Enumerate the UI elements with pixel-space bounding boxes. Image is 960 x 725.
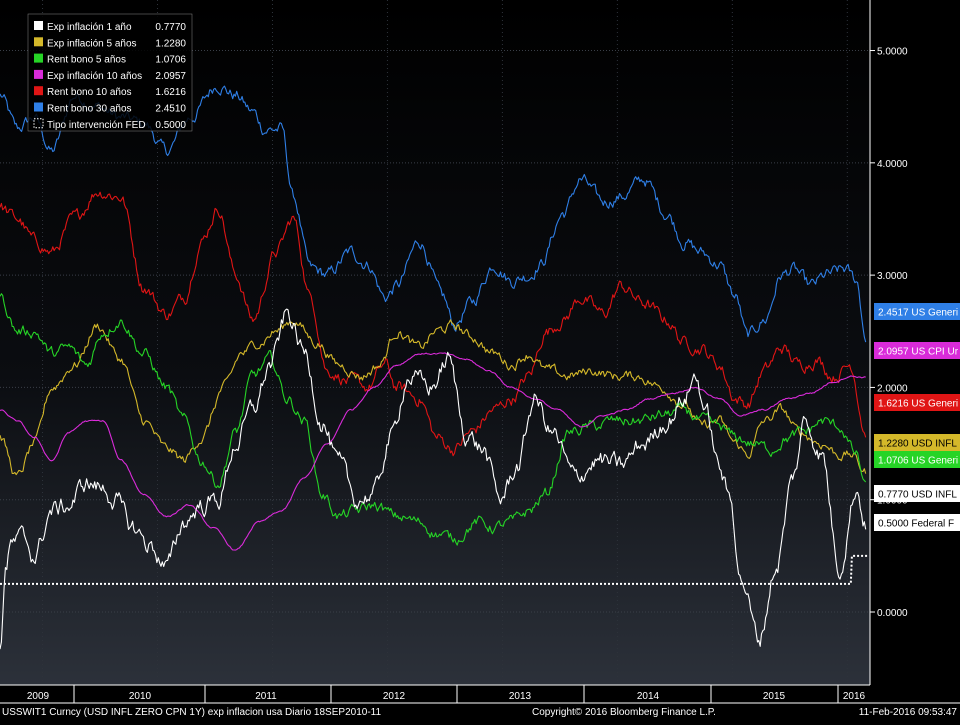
y-tick-label: 3.0000 [877,271,908,282]
series-line-4 [0,352,866,551]
x-tick-label: 2009 [27,691,50,702]
value-tag-box [874,342,960,359]
legend-label: Exp inflación 5 años [47,38,137,49]
x-tick-label: 2011 [255,691,277,702]
series-fed-rate [0,554,868,585]
x-axis-band [0,685,960,703]
legend-swatch [34,37,43,47]
legend-label: Tipo intervención FED [47,120,146,131]
legend-label: Rent bono 30 años [47,104,132,115]
x-axis: 2009 2010 2011 2012 2013 2014 2015 2016 [0,684,960,704]
series-line-5 [0,308,867,650]
legend-label: Exp inflación 1 año [47,22,132,33]
legend-value: 0.7770 [155,22,186,33]
value-tag-box [874,303,960,320]
y-tick-label: 4.0000 [877,159,908,170]
legend-swatch [34,102,43,112]
series-line-2 [0,319,867,476]
legend-label: Rent bono 10 años [47,87,132,98]
x-tick-label: 2012 [383,691,406,702]
footer-center: Copyright© 2016 Bloomberg Finance L.P. [532,707,716,718]
series-line-1 [0,191,867,457]
legend-value: 1.6216 [155,87,186,98]
x-tick-label: 2015 [763,691,786,702]
legend-value: 1.2280 [155,38,186,49]
value-tag-label: 1.6216 US Generi [878,399,958,410]
value-tag-label: 1.2280 USD INFL [878,439,957,450]
value-tag-label: 0.7770 USD INFL [878,490,957,501]
value-tag-box [874,514,960,531]
x-tick-label: 2016 [843,691,866,702]
footer-left: USSWIT1 Curncy (USD INFL ZERO CPN 1Y) ex… [2,707,381,718]
legend-value: 2.0957 [155,71,186,82]
value-tag-box [874,394,960,411]
legend-value: 0.5000 [155,120,186,131]
value-tag-box [874,434,960,451]
x-tick-label: 2013 [509,691,532,702]
legend-swatch [34,86,43,96]
legend-label: Exp inflación 10 años [47,71,142,82]
y-tick-label: 5.0000 [877,47,908,58]
legend-value: 2.4510 [155,104,186,115]
footer-right: 11-Feb-2016 09:53:47 [859,707,958,718]
legend-value: 1.0706 [155,55,186,66]
value-tag-label: 2.0957 US CPI Ur [878,347,959,358]
value-tag-label: 2.4517 US Generi [878,308,958,319]
legend-swatch [33,118,44,129]
legend-label: Rent bono 5 años [47,55,126,66]
value-tag-box [874,485,960,502]
legend-swatch [34,69,43,79]
legend-box [27,13,193,132]
legend: Exp inflación 1 año 0.7770 Exp inflación 5… [27,13,193,132]
value-tag-label: 0.5000 Federal F [878,519,954,530]
x-tick-label: 2010 [129,691,152,702]
x-tick-label: 2014 [637,691,660,702]
value-tags: 2.4517 US Generi 2.0957 US CPI Ur 1.6216 U… [874,303,960,531]
legend-swatch [34,53,43,63]
value-tag-box [874,451,960,468]
y-tick-label: 0.0000 [877,608,908,619]
value-tag-label: 1.0706 US Generi [878,456,958,467]
legend-swatch [34,21,43,30]
series-line-3 [0,293,867,546]
y-tick-label: 2.0000 [877,383,908,394]
